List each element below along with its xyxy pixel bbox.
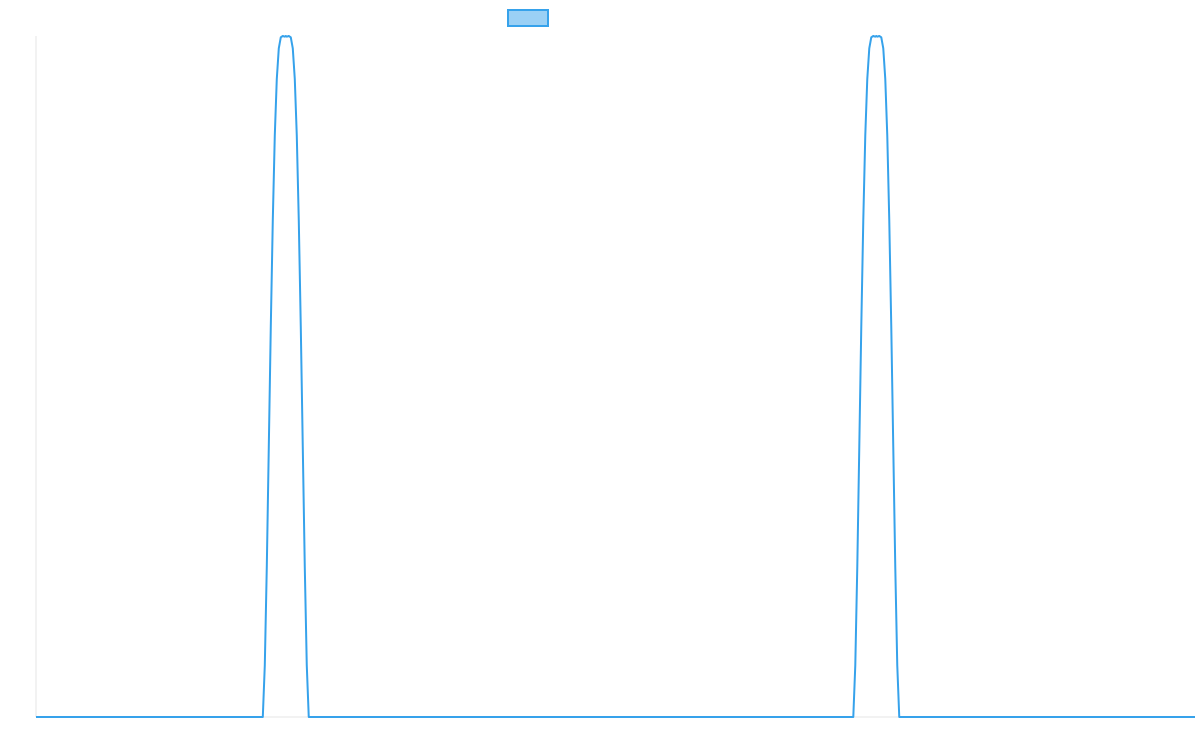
legend-swatch[interactable] — [507, 9, 549, 27]
series-line-0 — [36, 35, 1195, 718]
series-group — [36, 35, 1195, 718]
legend[interactable] — [507, 9, 549, 27]
